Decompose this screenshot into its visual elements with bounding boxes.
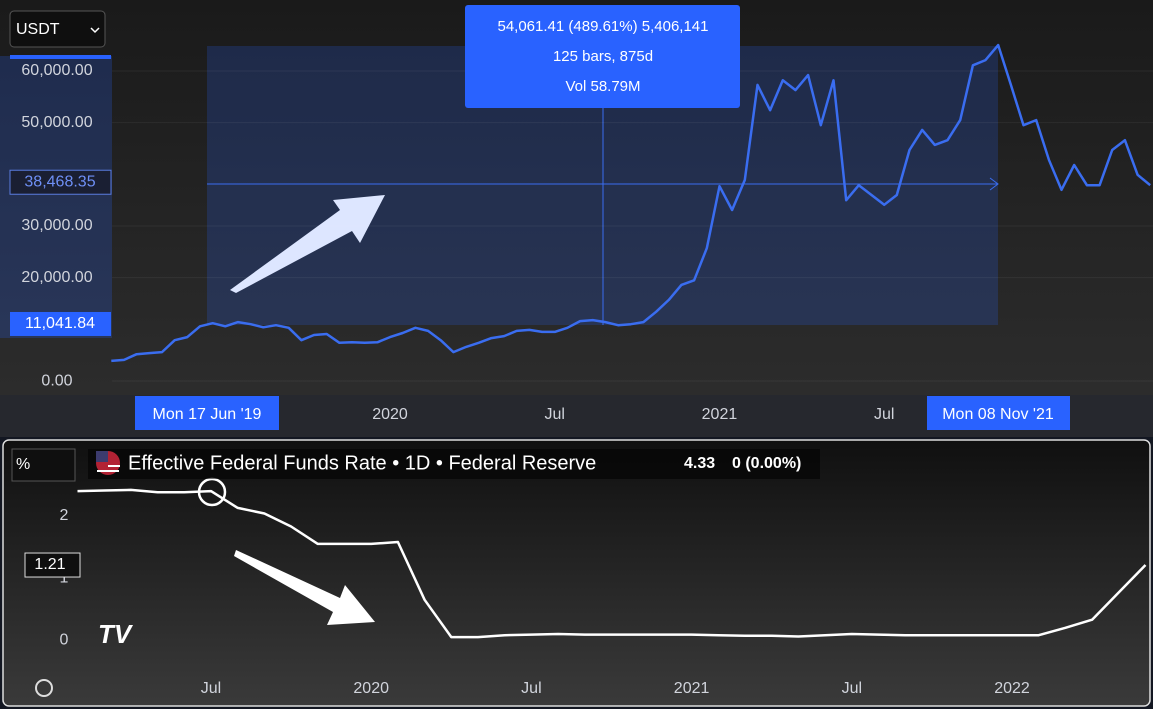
logo: TV [98,619,134,649]
x-tick-label: 2021 [674,680,710,697]
measure-change: 54,061.41 (489.61%) 5,406,141 [497,18,708,35]
y-tick-label: 2 [60,507,69,524]
range-start-label: Mon 17 Jun '19 [153,406,262,423]
crosshair-label: 1.21 [34,556,65,573]
y-tick-label: 20,000.00 [21,269,92,286]
marks: 0.00 20,000.00 30,000.00 50,000.00 60,000.00… [9,43,1153,697]
flag-canton [96,451,108,462]
legend-last-value: 4.33 [684,455,715,472]
y-tick-label: 50,000.00 [21,114,92,131]
down-arrow [234,550,375,625]
series-line [77,488,1147,639]
axis-highlight-edge [10,55,111,59]
measure-arrowhead [989,177,999,191]
x-tick-label: Jul [842,680,862,697]
legend-bg [88,449,820,479]
price-label-box [9,169,112,195]
x-tick-label: 2020 [353,680,389,697]
measure-bars: 125 bars, 875d [553,48,653,65]
measure-volume: Vol 58.79M [565,78,640,95]
currency-caret[interactable] [90,27,100,34]
x-tick-label: 2022 [994,680,1030,697]
settings-icon[interactable] [35,679,53,697]
range-start-box [135,396,279,430]
x-tick-label: Jul [545,406,565,423]
up-arrow [230,195,385,293]
range-end-label: Mon 08 Nov '21 [942,406,1054,423]
x-tick-label: Jul [521,680,541,697]
currency-button[interactable] [9,10,106,48]
price-label-box [10,311,111,336]
series-line [111,43,1151,363]
y-tick-label: 30,000.00 [21,217,92,234]
currency-label[interactable]: USDT [16,21,60,38]
axis-highlight [0,56,112,338]
price-label: 11,041.84 [25,315,95,332]
crosshair-label-box [24,552,81,578]
x-tick-label: Jul [874,406,894,423]
x-tick-label: Jul [201,680,221,697]
x-tick-label: 2020 [372,406,408,423]
y-tick-label: 60,000.00 [21,62,92,79]
unit-button[interactable] [11,448,76,482]
measure-tooltip [465,5,740,108]
y-tick-label: 0 [60,631,69,648]
unit-label[interactable]: % [16,456,30,473]
bottom-pane [2,439,1151,707]
price-label: 38,468.35 [24,173,95,190]
legend-series-name: Effective Federal Funds Rate • 1D • Fede… [128,452,596,474]
range-end-box [927,396,1070,430]
y-tick-label: 0.00 [41,372,72,389]
y-tick-label: 1 [60,569,69,586]
legend-change: 0 (0.00%) [732,455,801,472]
x-tick-label: 2021 [702,406,738,423]
